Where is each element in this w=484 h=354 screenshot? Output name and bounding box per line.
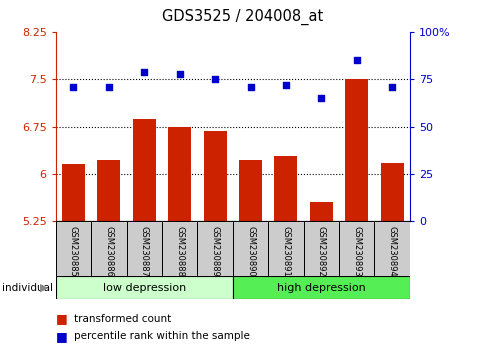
Bar bbox=[203, 131, 226, 221]
FancyBboxPatch shape bbox=[374, 221, 409, 276]
Bar bbox=[133, 119, 155, 221]
Text: GSM230885: GSM230885 bbox=[69, 225, 78, 276]
Text: GSM230886: GSM230886 bbox=[104, 225, 113, 276]
FancyBboxPatch shape bbox=[232, 221, 268, 276]
Text: individual: individual bbox=[2, 282, 53, 293]
FancyBboxPatch shape bbox=[91, 221, 126, 276]
FancyBboxPatch shape bbox=[56, 276, 232, 299]
FancyBboxPatch shape bbox=[268, 221, 303, 276]
Text: GSM230894: GSM230894 bbox=[387, 225, 396, 276]
Text: transformed count: transformed count bbox=[74, 314, 171, 324]
FancyBboxPatch shape bbox=[126, 221, 162, 276]
Bar bbox=[168, 127, 191, 221]
Text: GSM230888: GSM230888 bbox=[175, 225, 184, 276]
Text: GSM230893: GSM230893 bbox=[351, 225, 361, 276]
FancyBboxPatch shape bbox=[338, 221, 374, 276]
Point bbox=[281, 82, 289, 88]
FancyBboxPatch shape bbox=[232, 276, 409, 299]
Point bbox=[70, 84, 77, 90]
FancyBboxPatch shape bbox=[162, 221, 197, 276]
Text: ■: ■ bbox=[56, 330, 67, 343]
Point bbox=[175, 71, 183, 76]
Point bbox=[352, 57, 360, 63]
Text: ▶: ▶ bbox=[40, 282, 49, 293]
Bar bbox=[345, 79, 367, 221]
Text: GDS3525 / 204008_at: GDS3525 / 204008_at bbox=[162, 9, 322, 25]
Bar bbox=[380, 162, 403, 221]
Text: low depression: low depression bbox=[103, 282, 185, 293]
FancyBboxPatch shape bbox=[197, 221, 232, 276]
Point bbox=[211, 76, 218, 82]
Point bbox=[105, 84, 112, 90]
Point bbox=[387, 84, 395, 90]
Text: GSM230887: GSM230887 bbox=[139, 225, 149, 276]
Text: GSM230892: GSM230892 bbox=[316, 225, 325, 276]
Text: GSM230890: GSM230890 bbox=[245, 225, 255, 276]
Bar bbox=[239, 160, 261, 221]
Bar bbox=[62, 164, 85, 221]
Text: ■: ■ bbox=[56, 312, 67, 325]
Bar bbox=[274, 156, 297, 221]
Text: GSM230891: GSM230891 bbox=[281, 225, 290, 276]
Point bbox=[246, 84, 254, 90]
Point bbox=[317, 95, 324, 101]
Text: GSM230889: GSM230889 bbox=[210, 225, 219, 276]
Text: high depression: high depression bbox=[276, 282, 365, 293]
FancyBboxPatch shape bbox=[56, 221, 91, 276]
FancyBboxPatch shape bbox=[303, 221, 338, 276]
Bar bbox=[309, 202, 332, 221]
Point bbox=[140, 69, 148, 74]
Text: percentile rank within the sample: percentile rank within the sample bbox=[74, 331, 250, 341]
Bar bbox=[97, 160, 120, 221]
